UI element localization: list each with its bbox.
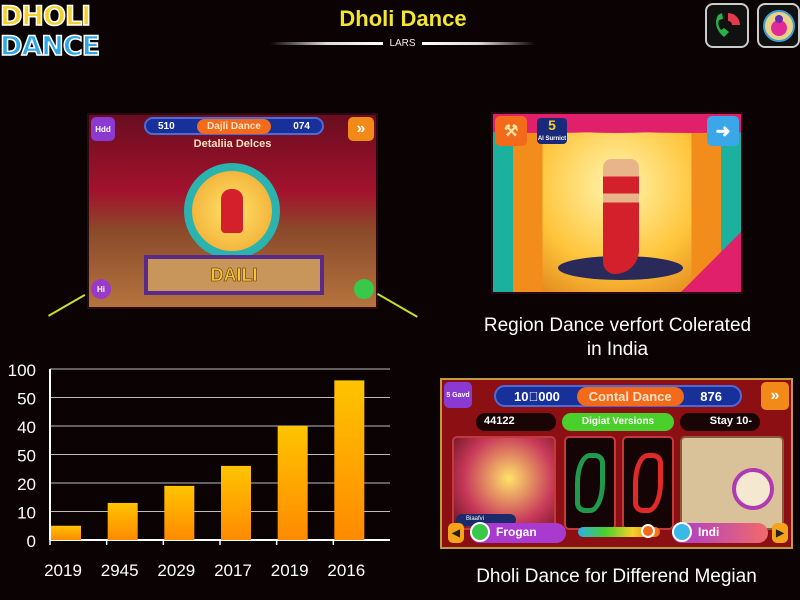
floor-text: DAILI <box>144 255 324 295</box>
x-tick-label: 2019 <box>44 561 82 580</box>
card-red-pattern[interactable] <box>622 436 674 530</box>
score-right: 074 <box>293 120 310 132</box>
subtitle-row: LARS <box>270 36 535 50</box>
compass-icon <box>732 468 774 510</box>
divider <box>270 41 384 45</box>
y-tick-label: 0 <box>27 532 36 551</box>
arrow-right-icon: ➜ <box>715 120 731 141</box>
dancer-medallion <box>184 163 280 259</box>
score-left: 10 000 <box>514 388 560 404</box>
caption-line: in India <box>586 339 649 360</box>
logo-line2: DANCE <box>0 31 101 63</box>
bar <box>277 426 308 540</box>
y-tick-label: 10 <box>17 504 36 523</box>
mode-badge[interactable]: Digiat Versions <box>562 413 674 431</box>
arrow-right-icon: ▶ <box>776 527 784 539</box>
pattern <box>633 453 663 513</box>
stage-subtitle: Detaliia Delces <box>193 138 272 150</box>
bar <box>107 502 138 540</box>
game-screen-cards: 5 Gavd 10 000 Contal Dance 876 » 44122 D… <box>440 378 793 549</box>
phone-button[interactable] <box>705 3 749 48</box>
arrow-right-icon: » <box>770 387 780 404</box>
score-bar: 10 000 Contal Dance 876 <box>494 385 742 407</box>
bottom-left-button[interactable]: Hi <box>91 279 111 299</box>
connector-line <box>48 294 86 317</box>
score-bar: 510 Dajli Dance 074 <box>144 117 324 135</box>
banner: Dajli Dance <box>197 118 271 134</box>
y-tick-label: 50 <box>17 390 36 409</box>
card-dancer[interactable]: Biaafvi <box>452 436 556 530</box>
button-label: Frogan <box>496 525 537 539</box>
phone-icon <box>716 12 740 37</box>
corner-decoration <box>681 232 741 292</box>
banner: Contal Dance <box>576 386 684 406</box>
left-option-button[interactable]: Frogan <box>470 522 566 543</box>
score-left: 510 <box>158 120 175 132</box>
x-tick-label: 2017 <box>214 561 252 580</box>
x-tick-label: 2945 <box>101 561 139 580</box>
right-field: Stay 10- <box>680 413 760 431</box>
arrow-left-icon: ◀ <box>452 527 460 539</box>
right-option-button[interactable]: Indi <box>672 522 768 543</box>
next-button[interactable]: » <box>761 382 789 410</box>
caption-line: Region Dance verfort Colerated <box>483 315 752 336</box>
level-label: Al Surnict <box>537 136 567 142</box>
x-tick-label: 2019 <box>271 561 309 580</box>
bar <box>164 485 195 540</box>
menu-button[interactable]: Hdd <box>91 117 115 141</box>
tools-icon: ⚒ <box>503 123 519 140</box>
logo-line1: DHOLI <box>0 1 92 33</box>
bar <box>221 465 251 540</box>
next-button[interactable]: » <box>348 117 374 141</box>
level-number: 5 <box>548 117 556 133</box>
caption-dholi-dance: Dholi Dance for Differend Megian <box>476 566 757 587</box>
game-screen-dancer: ⚒ 5 Al Surnict ➜ <box>491 112 743 294</box>
x-tick-label: 2016 <box>327 561 365 580</box>
profile-badge-icon <box>762 9 795 42</box>
connector-line <box>377 293 418 318</box>
y-tick-label: 20 <box>17 475 36 494</box>
y-tick-label: 40 <box>17 418 36 437</box>
card-scene[interactable] <box>680 436 784 530</box>
bar <box>51 525 81 540</box>
dancer-figure <box>603 159 639 274</box>
game-screen-stage: 510 Dajli Dance 074 Detaliia Delces Hdd … <box>87 113 378 309</box>
slider-handle[interactable] <box>640 524 655 538</box>
slider[interactable] <box>578 524 660 538</box>
corner-badge[interactable]: 5 Gavd <box>444 382 472 408</box>
y-tick-label: 100 <box>8 361 36 380</box>
curtain-top <box>493 114 741 136</box>
next-button[interactable]: ➜ <box>707 116 739 146</box>
level-badge: 5 Al Surnict <box>537 118 567 144</box>
pattern <box>575 453 605 513</box>
bulb-icon <box>672 522 692 542</box>
bar <box>334 380 365 540</box>
logo: DHOLI DANCE <box>0 1 108 63</box>
left-field: 44122 <box>476 413 556 431</box>
prev-arrow-button[interactable]: ◀ <box>448 523 464 543</box>
arrow-right-icon: » <box>356 120 366 137</box>
button-label: Indi <box>698 525 720 539</box>
divider <box>421 41 535 45</box>
subtitle: LARS <box>389 37 416 49</box>
page-title: Dholi Dance <box>339 6 467 31</box>
profile-button[interactable] <box>757 3 800 48</box>
y-tick-label: 50 <box>17 447 36 466</box>
score-right: 876 <box>700 388 722 404</box>
next-arrow-button[interactable]: ▶ <box>772 523 788 543</box>
option-icon <box>470 522 490 542</box>
dancer-figure <box>221 189 243 233</box>
bar-chart: 0 10 20 50 40 50 100 2019 2945 2029 2017 2019 2016 <box>8 361 390 580</box>
x-tick-label: 2029 <box>157 561 195 580</box>
tools-button[interactable]: ⚒ <box>495 116 527 146</box>
card-green-pattern[interactable] <box>564 436 616 530</box>
bottom-right-button[interactable] <box>354 279 374 299</box>
caption-region-dance: Region Dance verfort Colerated in India <box>455 314 780 362</box>
